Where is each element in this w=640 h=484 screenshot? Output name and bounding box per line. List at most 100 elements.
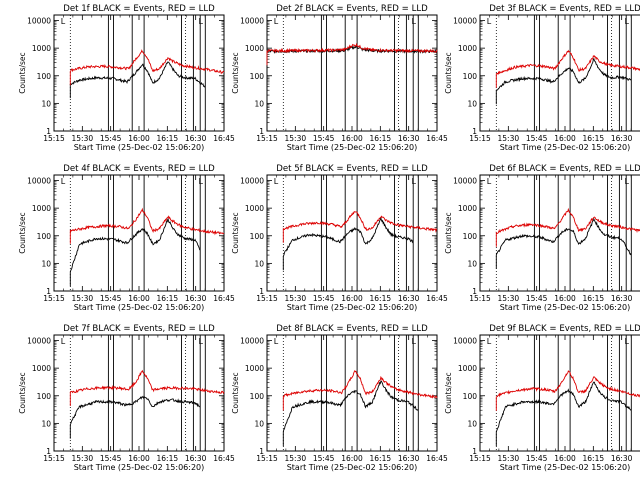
x-tick-label: 16:45 xyxy=(213,454,235,463)
chart-title: Det 3f BLACK = Events, RED = LLD xyxy=(489,4,640,14)
plot-frame xyxy=(53,334,225,452)
x-tick-label: 16:30 xyxy=(611,454,633,463)
marker-right: L xyxy=(625,177,630,186)
events-series-line xyxy=(69,218,201,287)
x-tick-label: 16:15 xyxy=(157,294,179,303)
y-tick-label: 1 xyxy=(472,447,477,456)
x-tick-label: 15:45 xyxy=(526,294,548,303)
x-tick-label: 15:15 xyxy=(43,294,65,303)
x-tick-label: 16:15 xyxy=(370,454,392,463)
y-tick-label: 1000 xyxy=(458,44,477,53)
x-tick-label: 16:00 xyxy=(128,134,150,143)
y-tick-label: 1000 xyxy=(32,364,51,373)
x-tick-label: 16:30 xyxy=(185,134,207,143)
y-tick-label: 10000 xyxy=(240,17,264,26)
y-tick-label: 1 xyxy=(259,287,264,296)
lld-series-line xyxy=(69,207,225,244)
x-axis-label: Start Time (25-Dec-02 15:06:20) xyxy=(500,143,631,152)
x-tick-label: 15:30 xyxy=(72,134,94,143)
chart-panel-9: Det 9f BLACK = Events, RED = LLD 1 10 100 10… xyxy=(444,324,640,472)
plot-frame xyxy=(479,14,640,132)
y-tick-label: 100 xyxy=(463,232,478,241)
marker-left: L xyxy=(274,337,279,346)
marker-right: L xyxy=(412,17,417,26)
chart-title: Det 1f BLACK = Events, RED = LLD xyxy=(63,4,215,14)
y-tick-label: 10 xyxy=(41,259,51,268)
lld-series-line xyxy=(282,210,438,243)
y-tick-label: 1 xyxy=(46,287,51,296)
x-axis-label: Start Time (25-Dec-02 15:06:20) xyxy=(500,303,631,312)
y-tick-label: 10 xyxy=(467,259,477,268)
x-tick-label: 15:15 xyxy=(469,134,491,143)
y-tick-label: 100 xyxy=(37,392,52,401)
y-axis-label: Counts/sec xyxy=(231,52,240,93)
chart-title: Det 4f BLACK = Events, RED = LLD xyxy=(63,164,215,174)
chart-title: Det 8f BLACK = Events, RED = LLD xyxy=(276,324,428,334)
plot-frame xyxy=(53,174,225,292)
y-tick-label: 10 xyxy=(254,419,264,428)
chart-title: Det 2f BLACK = Events, RED = LLD xyxy=(276,4,428,14)
y-axis-label: Counts/sec xyxy=(231,212,240,253)
events-series-line xyxy=(495,217,632,269)
x-tick-label: 15:45 xyxy=(526,134,548,143)
x-tick-label: 15:15 xyxy=(469,454,491,463)
y-axis-label: Counts/sec xyxy=(18,372,27,413)
lld-series-line xyxy=(69,49,225,86)
y-axis-label: Counts/sec xyxy=(444,212,453,253)
y-axis-label: Counts/sec xyxy=(18,212,27,253)
plot-frame xyxy=(53,14,225,132)
x-tick-label: 15:45 xyxy=(100,294,122,303)
y-tick-label: 1000 xyxy=(245,204,264,213)
marker-right: L xyxy=(625,17,630,26)
events-series-line xyxy=(69,395,201,439)
marker-right: L xyxy=(625,337,630,346)
x-tick-label: 15:30 xyxy=(498,294,520,303)
y-tick-label: 10 xyxy=(467,419,477,428)
y-tick-label: 1000 xyxy=(245,44,264,53)
marker-right: L xyxy=(199,177,204,186)
chart-panel-3: Det 3f BLACK = Events, RED = LLD 1 10 100 10… xyxy=(444,4,640,152)
x-tick-label: 16:00 xyxy=(554,294,576,303)
x-tick-label: 16:15 xyxy=(157,134,179,143)
y-tick-label: 1000 xyxy=(458,364,477,373)
chart-panel-6: Det 6f BLACK = Events, RED = LLD 1 10 100 10… xyxy=(444,164,640,312)
marker-right: L xyxy=(412,337,417,346)
marker-left: L xyxy=(274,177,279,186)
marker-right: L xyxy=(199,17,204,26)
x-axis-label: Start Time (25-Dec-02 15:06:20) xyxy=(287,143,418,152)
y-tick-label: 1 xyxy=(472,287,477,296)
x-tick-label: 16:30 xyxy=(398,134,420,143)
x-tick-label: 15:30 xyxy=(285,454,307,463)
y-tick-label: 10000 xyxy=(453,177,477,186)
x-tick-label: 15:15 xyxy=(469,294,491,303)
x-tick-label: 15:15 xyxy=(256,454,278,463)
x-tick-label: 15:45 xyxy=(313,454,335,463)
x-tick-label: 15:45 xyxy=(100,454,122,463)
x-tick-label: 16:15 xyxy=(157,454,179,463)
x-tick-label: 16:30 xyxy=(185,454,207,463)
x-axis-label: Start Time (25-Dec-02 15:06:20) xyxy=(74,303,205,312)
x-axis-label: Start Time (25-Dec-02 15:06:20) xyxy=(287,463,418,472)
y-tick-label: 10000 xyxy=(240,177,264,186)
x-tick-label: 16:00 xyxy=(128,454,150,463)
x-tick-label: 16:00 xyxy=(341,454,363,463)
plot-frame xyxy=(479,174,640,292)
x-tick-label: 16:15 xyxy=(583,294,605,303)
events-series-line xyxy=(282,216,414,271)
y-tick-label: 100 xyxy=(250,72,265,81)
x-tick-label: 16:45 xyxy=(426,294,448,303)
x-tick-label: 15:45 xyxy=(526,454,548,463)
x-tick-label: 15:15 xyxy=(43,454,65,463)
chart-panel-2: Det 2f BLACK = Events, RED = LLD 1 10 100 10… xyxy=(231,4,448,152)
lld-series-line xyxy=(495,370,640,411)
y-tick-label: 100 xyxy=(37,72,52,81)
marker-left: L xyxy=(61,337,66,346)
x-tick-label: 16:30 xyxy=(185,294,207,303)
x-tick-label: 16:00 xyxy=(128,294,150,303)
x-tick-label: 16:00 xyxy=(341,294,363,303)
x-tick-label: 15:45 xyxy=(100,134,122,143)
x-tick-label: 16:15 xyxy=(583,134,605,143)
events-series-line xyxy=(495,57,632,105)
y-tick-label: 1 xyxy=(46,447,51,456)
chart-panel-4: Det 4f BLACK = Events, RED = LLD 1 10 100 10… xyxy=(18,164,235,312)
